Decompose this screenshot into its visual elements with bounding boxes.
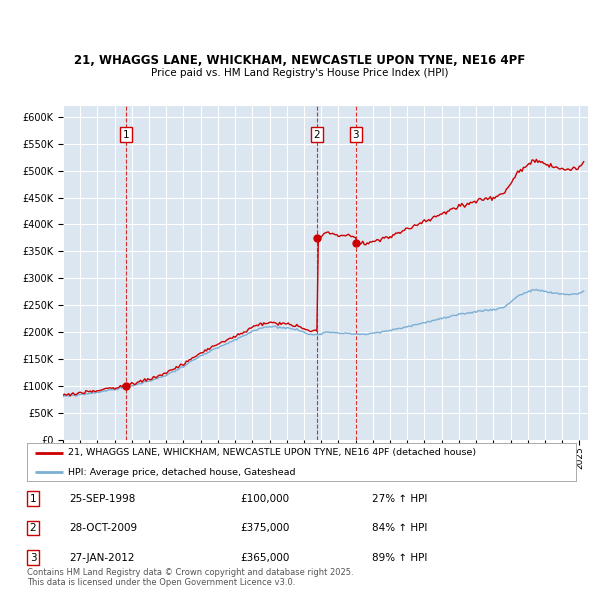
Text: 21, WHAGGS LANE, WHICKHAM, NEWCASTLE UPON TYNE, NE16 4PF: 21, WHAGGS LANE, WHICKHAM, NEWCASTLE UPO… [74, 54, 526, 67]
Text: £365,000: £365,000 [240, 553, 289, 562]
Text: 28-OCT-2009: 28-OCT-2009 [69, 523, 137, 533]
Text: £100,000: £100,000 [240, 494, 289, 503]
Text: 1: 1 [123, 130, 130, 139]
Text: 2: 2 [29, 523, 37, 533]
Text: 1: 1 [29, 494, 37, 503]
Text: 27% ↑ HPI: 27% ↑ HPI [372, 494, 427, 503]
Text: 84% ↑ HPI: 84% ↑ HPI [372, 523, 427, 533]
Text: 89% ↑ HPI: 89% ↑ HPI [372, 553, 427, 562]
Text: 3: 3 [352, 130, 359, 139]
Text: 21, WHAGGS LANE, WHICKHAM, NEWCASTLE UPON TYNE, NE16 4PF (detached house): 21, WHAGGS LANE, WHICKHAM, NEWCASTLE UPO… [68, 448, 476, 457]
Text: Price paid vs. HM Land Registry's House Price Index (HPI): Price paid vs. HM Land Registry's House … [151, 68, 449, 78]
Text: 2: 2 [314, 130, 320, 139]
Text: 3: 3 [29, 553, 37, 562]
Text: 25-SEP-1998: 25-SEP-1998 [69, 494, 136, 503]
Text: HPI: Average price, detached house, Gateshead: HPI: Average price, detached house, Gate… [68, 468, 296, 477]
Text: 27-JAN-2012: 27-JAN-2012 [69, 553, 134, 562]
Text: £375,000: £375,000 [240, 523, 289, 533]
Text: Contains HM Land Registry data © Crown copyright and database right 2025.
This d: Contains HM Land Registry data © Crown c… [27, 568, 353, 587]
